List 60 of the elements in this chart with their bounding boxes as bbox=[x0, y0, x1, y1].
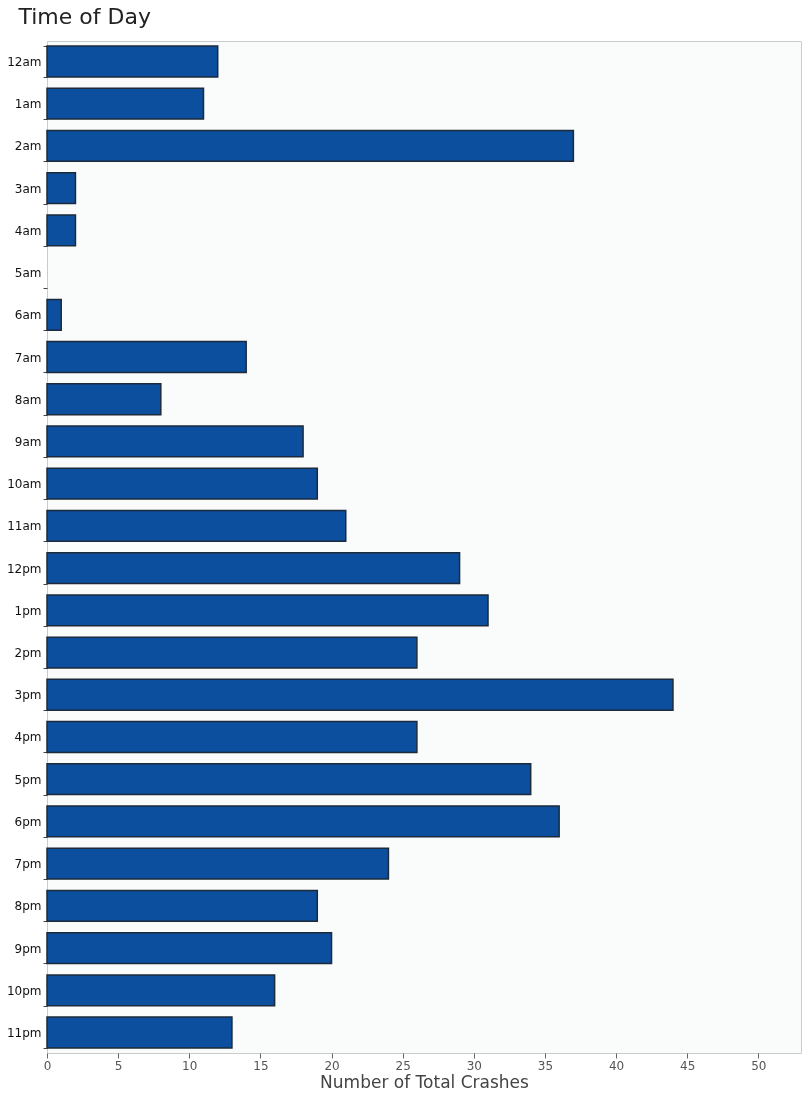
bar bbox=[46, 509, 347, 543]
bar bbox=[46, 847, 390, 880]
y-tick-label: 4am bbox=[14, 223, 42, 238]
y-tick-label: 10pm bbox=[6, 983, 42, 998]
bar bbox=[46, 425, 304, 458]
y-tick-label: 8am bbox=[14, 392, 42, 407]
y-tick-label: 11am bbox=[7, 519, 42, 534]
bar bbox=[46, 298, 62, 331]
bar bbox=[46, 594, 489, 627]
y-tick-label: 12am bbox=[7, 54, 42, 69]
x-tick-label: 40 bbox=[608, 1058, 625, 1073]
y-tick-label: 6pm bbox=[14, 814, 42, 829]
y-tick-label: 7pm bbox=[14, 857, 42, 872]
bar bbox=[46, 214, 77, 247]
x-tick-label: 25 bbox=[395, 1058, 411, 1073]
y-tick-label: 3am bbox=[14, 181, 42, 196]
y-tick-label: 2am bbox=[14, 139, 42, 154]
bar bbox=[46, 340, 247, 374]
bar bbox=[46, 1016, 233, 1049]
x-tick-label: 50 bbox=[751, 1058, 767, 1073]
y-tick-label: 3pm bbox=[14, 688, 42, 703]
y-tick-label: 9am bbox=[14, 434, 42, 449]
y-tick-label: 12pm bbox=[6, 561, 42, 576]
bar bbox=[46, 87, 205, 120]
bar bbox=[46, 45, 219, 78]
bar bbox=[46, 763, 532, 796]
x-tick-label: 0 bbox=[43, 1058, 52, 1073]
y-tick-label: 5pm bbox=[14, 772, 42, 787]
y-tick-label: 8pm bbox=[14, 899, 42, 914]
x-tick-label: 35 bbox=[537, 1058, 554, 1073]
y-tick-label: 2pm bbox=[14, 646, 42, 661]
bar bbox=[46, 551, 461, 585]
x-tick-label: 10 bbox=[182, 1058, 198, 1073]
x-tick-label: 5 bbox=[114, 1058, 123, 1073]
bar bbox=[46, 171, 77, 205]
bar bbox=[46, 678, 674, 711]
bar bbox=[46, 383, 162, 416]
y-tick-label: 5am bbox=[14, 266, 42, 281]
y-tick-label: 11pm bbox=[6, 1026, 42, 1041]
bar bbox=[46, 129, 575, 163]
y-tick-label: 1pm bbox=[14, 603, 42, 618]
bar bbox=[46, 889, 319, 923]
bar bbox=[46, 974, 276, 1007]
x-tick-label: 15 bbox=[253, 1058, 269, 1073]
bar bbox=[46, 931, 333, 965]
chart-title: Time of Day bbox=[17, 4, 151, 29]
bar bbox=[46, 720, 418, 754]
x-tick-label: 45 bbox=[680, 1058, 696, 1073]
y-tick-label: 7am bbox=[14, 350, 42, 365]
y-tick-label: 10am bbox=[7, 477, 42, 492]
bar bbox=[46, 467, 319, 500]
x-tick-label: 20 bbox=[324, 1058, 340, 1073]
bar bbox=[46, 805, 560, 838]
y-tick-label: 4pm bbox=[14, 730, 42, 745]
x-axis-title: Number of Total Crashes bbox=[320, 1071, 530, 1092]
y-tick-label: 9pm bbox=[14, 941, 42, 956]
x-tick-label: 30 bbox=[466, 1058, 482, 1073]
y-tick-label: 6am bbox=[14, 308, 42, 323]
bar bbox=[46, 636, 418, 669]
y-tick-label: 1am bbox=[14, 97, 42, 112]
